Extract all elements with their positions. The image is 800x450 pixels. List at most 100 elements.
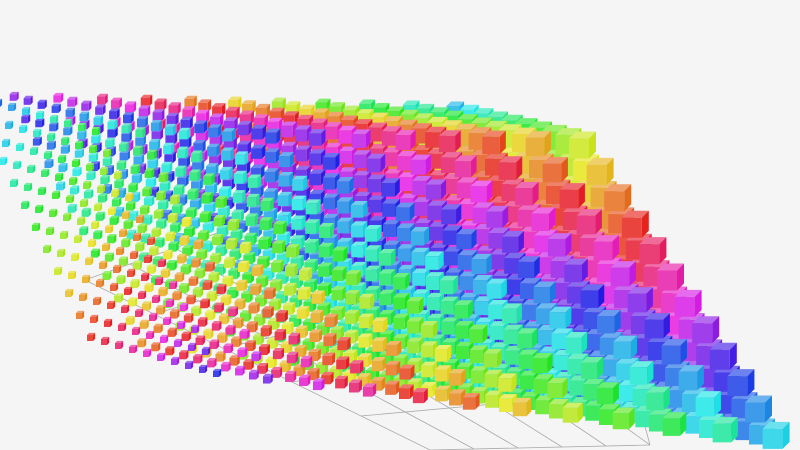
cube-front-face [140,97,150,107]
cube-front-face [196,113,206,123]
cube-top-face [221,361,231,365]
cube-side-face [229,166,233,180]
cube-top-face [58,162,68,166]
cube-side-face [275,168,279,183]
cube-top-face [248,302,260,306]
cube-top-face [182,106,195,110]
cube-point [179,235,190,246]
cube-front-face [141,275,147,281]
cube-point [272,347,285,360]
cube-point [105,224,114,233]
cube-point [97,184,106,193]
cube-front-face [95,107,103,115]
cube-top-face [295,325,309,329]
cube-front-face [233,174,244,184]
cube-front-face [215,354,223,362]
cube-point [72,166,82,177]
cube-side-face [95,152,99,162]
cube-side-face [150,254,153,263]
cube-front-face [86,173,94,181]
cube-side-face [102,104,106,115]
cube-side-face [176,309,180,319]
cube-top-face [501,178,525,185]
cube-point [124,286,133,295]
cube-front-face [170,225,178,233]
cube-point [257,363,268,374]
cube-front-face [456,182,473,199]
cube-side-face [188,136,192,149]
cube-side-face [256,193,260,207]
cube-top-face [86,170,96,174]
cube-side-face [44,99,47,109]
cube-top-face [116,274,126,278]
cube-top-face [123,112,134,116]
cube-side-face [222,351,226,362]
cube-front-face [151,344,158,352]
cube-top-face [295,165,311,170]
cube-side-face [98,133,101,144]
cube-top-face [50,114,59,117]
cube-point [250,283,262,295]
cube-top-face [67,96,78,100]
cube-side-face [129,131,132,142]
cube-top-face [107,234,117,237]
cube-front-face [105,227,111,233]
cube-front-face [119,152,128,161]
cube-point [151,342,161,352]
cube-front-face [207,360,215,368]
cube-top-face [358,333,373,338]
cube-top-face [297,114,314,120]
cube-top-face [154,237,165,241]
cube-top-face [163,142,175,146]
cube-point [23,95,33,105]
cube-top-face [250,283,262,287]
cube-side-face [395,380,400,395]
cube-front-face [140,236,148,244]
cube-top-face [338,125,357,131]
cube-top-face [222,275,234,279]
cube-point [116,274,126,285]
cube-top-face [331,266,347,271]
cube-front-face [246,197,257,207]
cube-side-face [174,132,178,145]
cube-top-face [305,219,320,223]
cube-side-face [265,363,268,374]
cube-top-face [340,167,357,172]
cube-top-face [225,106,240,111]
cube-side-face [214,357,217,368]
cube-point [154,237,165,248]
cube-front-face [44,161,52,169]
cube-point [64,118,73,127]
cube-point [152,294,161,303]
cube-front-face [9,94,17,101]
cube-side-face [191,106,195,119]
cube-front-face [49,211,55,217]
cube-top-face [381,126,402,132]
cube-front-face [194,123,204,134]
cube-top-face [243,359,254,362]
cube-top-face [488,299,508,305]
cube-point [91,220,100,229]
cube-point [122,210,131,219]
cube-front-face [155,307,163,315]
cube-side-face [171,142,175,154]
cube-top-face [272,240,286,244]
cube-top-face [78,122,87,125]
cube-top-face [137,338,147,341]
cube-point [66,194,75,203]
cube-top-face [369,216,386,221]
cube-top-face [206,290,218,294]
cube-side-face [232,256,236,268]
cube-top-face [129,344,138,347]
cube-top-face [345,290,360,294]
cube-top-face [97,93,108,97]
cube-front-face [250,286,259,295]
cube-side-face [328,262,333,277]
cube-top-face [81,207,91,211]
cube-point [80,198,89,207]
cube-side-face [188,264,191,275]
cube-side-face [193,95,197,109]
cube-side-face [8,138,11,147]
cube-point [331,266,347,282]
